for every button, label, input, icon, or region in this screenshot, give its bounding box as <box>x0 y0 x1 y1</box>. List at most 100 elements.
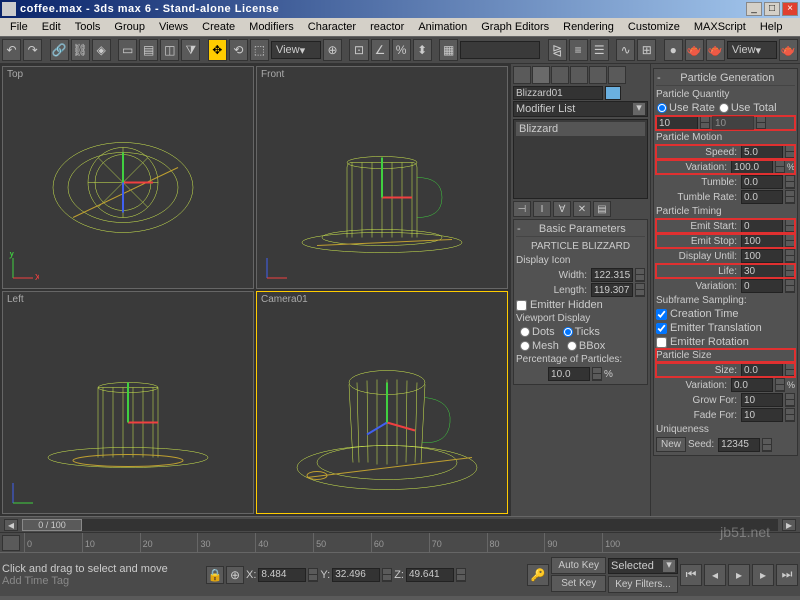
close-button[interactable]: × <box>782 2 798 16</box>
tumble-input[interactable] <box>741 175 783 189</box>
speed-spinner[interactable] <box>785 145 795 159</box>
creation-time-check[interactable]: Creation Time <box>656 307 795 321</box>
filter-button[interactable]: ⧩ <box>181 39 200 61</box>
modifier-stack[interactable]: Blizzard <box>513 119 648 199</box>
keyfilters-button[interactable]: Key Filters... <box>608 576 678 593</box>
undo-button[interactable]: ↶ <box>2 39 21 61</box>
modifier-list-dropdown[interactable]: Modifier List▾ <box>513 101 648 117</box>
remove-mod-button[interactable]: ✕ <box>573 201 591 217</box>
next-frame-button[interactable]: ▸ <box>752 564 774 586</box>
menu-modifiers[interactable]: Modifiers <box>243 20 300 34</box>
render-scene-button[interactable]: 🫖 <box>685 39 704 61</box>
size-spinner[interactable] <box>785 363 795 377</box>
menu-help[interactable]: Help <box>754 20 789 34</box>
emit-stop-input[interactable] <box>741 234 783 248</box>
rotate-button[interactable]: ⟲ <box>229 39 248 61</box>
menu-rendering[interactable]: Rendering <box>557 20 620 34</box>
track-bar[interactable]: 0102030405060708090100 <box>0 532 800 552</box>
snap-button[interactable]: ⊡ <box>349 39 368 61</box>
viewport-camera[interactable]: Camera01 <box>256 291 508 514</box>
play-button[interactable]: ▸ <box>728 564 750 586</box>
display-until-input[interactable] <box>741 249 783 263</box>
spinner-snap-button[interactable]: ⬍ <box>413 39 432 61</box>
emitter-hidden-check[interactable]: Emitter Hidden <box>516 298 645 312</box>
menu-tools[interactable]: Tools <box>69 20 107 34</box>
pct-input[interactable] <box>548 367 590 381</box>
schematic-button[interactable]: ⊞ <box>637 39 656 61</box>
status-timetag[interactable]: Add Time Tag <box>2 575 202 587</box>
time-knob[interactable]: 0 / 100 <box>22 519 82 531</box>
width-input[interactable] <box>591 268 633 282</box>
dots-radio[interactable]: Dots <box>520 326 555 338</box>
hierarchy-tab[interactable] <box>551 66 569 84</box>
make-unique-button[interactable]: ∀ <box>553 201 571 217</box>
grow-spinner[interactable] <box>785 393 795 407</box>
mirror-button[interactable]: ⧎ <box>548 39 567 61</box>
speed-input[interactable] <box>741 145 783 159</box>
menu-create[interactable]: Create <box>196 20 241 34</box>
length-spinner[interactable] <box>635 283 645 297</box>
utilities-tab[interactable] <box>608 66 626 84</box>
percent-snap-button[interactable]: % <box>392 39 411 61</box>
size-var-spinner[interactable] <box>775 378 785 392</box>
mesh-radio[interactable]: Mesh <box>520 340 559 352</box>
bind-button[interactable]: ◈ <box>92 39 111 61</box>
named-sel-button[interactable]: ▦ <box>439 39 458 61</box>
unlink-button[interactable]: ⛓ <box>71 39 90 61</box>
goto-end-button[interactable]: ⏭ <box>776 564 798 586</box>
select-region-button[interactable]: ◫ <box>160 39 179 61</box>
pin-stack-button[interactable]: ⊣ <box>513 201 531 217</box>
rate-input[interactable] <box>656 116 698 130</box>
menu-views[interactable]: Views <box>153 20 194 34</box>
prev-frame-button[interactable]: ◂ <box>704 564 726 586</box>
quick-render-button[interactable]: 🫖 <box>706 39 725 61</box>
material-button[interactable]: ● <box>664 39 683 61</box>
setkey-button[interactable]: Set Key <box>551 575 606 592</box>
size-var-input[interactable] <box>731 378 773 392</box>
length-input[interactable] <box>591 283 633 297</box>
viewport-left[interactable]: Left <box>2 291 254 514</box>
variation2-spinner[interactable] <box>785 279 795 293</box>
life-spinner[interactable] <box>785 264 795 278</box>
autokey-button[interactable]: Auto Key <box>551 557 606 574</box>
lock-button[interactable]: 🔒 <box>206 566 224 584</box>
curve-editor-button[interactable]: ∿ <box>616 39 635 61</box>
select-button[interactable]: ▭ <box>118 39 137 61</box>
object-name-input[interactable] <box>513 86 603 100</box>
life-input[interactable] <box>741 264 783 278</box>
render-view-dropdown[interactable]: View ▾ <box>727 41 777 59</box>
use-total-radio[interactable]: Use Total <box>719 102 777 114</box>
emitter-rotation-check[interactable]: Emitter Rotation <box>656 335 795 349</box>
minimize-button[interactable]: _ <box>746 2 762 16</box>
maximize-button[interactable]: □ <box>764 2 780 16</box>
tumble-rate-spinner[interactable] <box>785 190 795 204</box>
display-tab[interactable] <box>589 66 607 84</box>
menu-group[interactable]: Group <box>108 20 151 34</box>
named-sel-dropdown[interactable] <box>460 41 540 59</box>
width-spinner[interactable] <box>635 268 645 282</box>
variation-spinner[interactable] <box>775 160 785 174</box>
x-spinner[interactable] <box>308 568 318 582</box>
redo-button[interactable]: ↷ <box>23 39 42 61</box>
angle-snap-button[interactable]: ∠ <box>371 39 390 61</box>
emit-stop-spinner[interactable] <box>785 234 795 248</box>
create-tab[interactable] <box>513 66 531 84</box>
menu-reactor[interactable]: reactor <box>364 20 410 34</box>
z-input[interactable] <box>406 568 454 582</box>
display-until-spinner[interactable] <box>785 249 795 263</box>
time-slider[interactable]: ◂ 0 / 100 ▸ <box>0 516 800 532</box>
bbox-radio[interactable]: BBox <box>567 340 605 352</box>
emit-start-spinner[interactable] <box>785 219 795 233</box>
motion-tab[interactable] <box>570 66 588 84</box>
menu-file[interactable]: File <box>4 20 34 34</box>
trackbar-toggle[interactable] <box>2 535 20 551</box>
variation-input[interactable] <box>731 160 773 174</box>
y-spinner[interactable] <box>382 568 392 582</box>
time-prev-button[interactable]: ◂ <box>4 519 18 531</box>
key-mode-button[interactable]: 🔑 <box>527 564 549 586</box>
x-input[interactable] <box>258 568 306 582</box>
grow-input[interactable] <box>741 393 783 407</box>
viewport-front[interactable]: Front <box>256 66 508 289</box>
link-button[interactable]: 🔗 <box>50 39 69 61</box>
menu-customize[interactable]: Customize <box>622 20 686 34</box>
